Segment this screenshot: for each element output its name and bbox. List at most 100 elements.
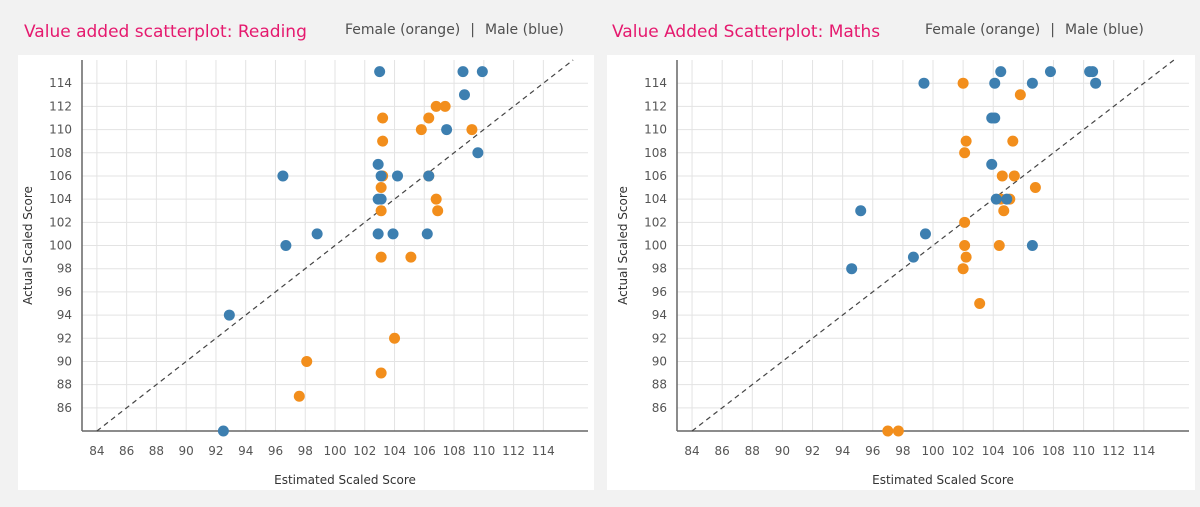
reading-x-tick-label: 100 bbox=[324, 444, 347, 458]
maths-point-female bbox=[998, 205, 1010, 217]
maths-legend-male: Male (blue) bbox=[1065, 22, 1144, 38]
maths-y-tick-label: 88 bbox=[652, 378, 667, 392]
reading-point-female bbox=[377, 112, 389, 124]
reading-x-tick-label: 94 bbox=[238, 444, 253, 458]
maths-point-male bbox=[919, 228, 931, 240]
reading-y-tick-label: 92 bbox=[57, 331, 72, 345]
reading-point-male bbox=[421, 228, 433, 240]
reading-y-tick-label: 104 bbox=[49, 192, 72, 206]
maths-x-axis-label: Estimated Scaled Score bbox=[872, 473, 1014, 487]
reading-x-tick-label: 102 bbox=[353, 444, 376, 458]
reading-point-female bbox=[415, 124, 427, 136]
reading-point-female bbox=[389, 332, 401, 344]
reading-point-male bbox=[387, 228, 399, 240]
reading-point-female bbox=[375, 182, 387, 194]
reading-series-male bbox=[217, 66, 488, 437]
maths-y-tick-label: 110 bbox=[644, 123, 667, 137]
maths-y-tick-label: 90 bbox=[652, 354, 667, 368]
maths-x-tick-label: 88 bbox=[745, 444, 760, 458]
maths-x-tick-label: 108 bbox=[1042, 444, 1065, 458]
reading-point-male bbox=[458, 89, 470, 101]
reading-point-male bbox=[375, 193, 387, 205]
reading-y-tick-label: 94 bbox=[57, 308, 72, 322]
reading-y-tick-label: 110 bbox=[49, 123, 72, 137]
maths-x-tick-label: 102 bbox=[952, 444, 975, 458]
maths-point-female bbox=[1008, 170, 1020, 182]
reading-x-tick-label: 104 bbox=[383, 444, 406, 458]
reading-y-tick-label: 96 bbox=[57, 285, 72, 299]
reading-y-tick-label: 102 bbox=[49, 215, 72, 229]
reading-x-axis-label: Estimated Scaled Score bbox=[274, 473, 416, 487]
reading-y-tick-label: 112 bbox=[49, 99, 72, 113]
maths-reference-line bbox=[691, 59, 1175, 432]
reading-y-axis-label: Actual Scaled Score bbox=[21, 186, 35, 305]
reading-legend-sep: | bbox=[470, 22, 475, 38]
maths-point-male bbox=[907, 251, 919, 263]
maths-x-tick-label: 90 bbox=[775, 444, 790, 458]
reading-point-female bbox=[423, 112, 435, 124]
maths-point-female bbox=[974, 297, 986, 309]
maths-point-male bbox=[846, 263, 858, 275]
reading-point-male bbox=[472, 147, 484, 159]
maths-legend-female: Female (orange) bbox=[925, 22, 1041, 38]
reading-point-female bbox=[375, 205, 387, 217]
maths-x-tick-label: 96 bbox=[865, 444, 880, 458]
maths-point-male bbox=[1087, 66, 1099, 78]
reading-y-tick-label: 114 bbox=[49, 76, 72, 90]
reading-point-male bbox=[392, 170, 404, 182]
reading-point-male bbox=[223, 309, 235, 321]
maths-plot-area: 84 86 88 90 92 94 96 98 100 102 104 106 108 110 112 114… bbox=[607, 55, 1195, 490]
reading-x-tick-label: 98 bbox=[298, 444, 313, 458]
maths-point-female bbox=[957, 77, 969, 89]
reading-point-male bbox=[372, 228, 384, 240]
maths-x-tick-label: 100 bbox=[922, 444, 945, 458]
reading-chart-title: Value added scatterplot: Reading bbox=[24, 22, 307, 42]
maths-title-wrap: Value Added Scatterplot: Maths bbox=[612, 18, 880, 46]
maths-x-tick-label: 104 bbox=[982, 444, 1005, 458]
maths-y-axis-label: Actual Scaled Score bbox=[616, 186, 630, 305]
reading-x-tick-label: 96 bbox=[268, 444, 283, 458]
maths-chart-title: Value Added Scatterplot: Maths bbox=[612, 22, 881, 42]
reading-point-female bbox=[375, 251, 387, 263]
reading-legend-female: Female (orange) bbox=[345, 22, 461, 38]
reading-point-female bbox=[405, 251, 417, 263]
reading-point-female bbox=[293, 390, 305, 402]
maths-y-tick-label: 104 bbox=[644, 192, 667, 206]
maths-x-tick-label: 84 bbox=[684, 444, 699, 458]
reading-legend-male: Male (blue) bbox=[485, 22, 564, 38]
reading-title-wrap: Value added scatterplot: Reading bbox=[24, 18, 307, 46]
maths-point-female bbox=[996, 170, 1008, 182]
maths-point-male bbox=[995, 66, 1007, 78]
maths-point-male bbox=[1026, 240, 1038, 251]
reading-point-male bbox=[277, 170, 289, 182]
reading-x-tick-label: 114 bbox=[532, 444, 555, 458]
maths-point-male bbox=[989, 77, 1001, 89]
reading-y-tick-label: 90 bbox=[57, 354, 72, 368]
maths-point-male bbox=[855, 205, 867, 217]
maths-x-tick-label: 92 bbox=[805, 444, 820, 458]
reading-x-tick-label: 88 bbox=[149, 444, 164, 458]
reading-y-tick-label: 100 bbox=[49, 239, 72, 253]
reading-chart-panel: Value added scatterplot: Reading Female … bbox=[18, 18, 594, 490]
maths-point-male bbox=[918, 77, 930, 89]
maths-scatter-svg: 84 86 88 90 92 94 96 98 100 102 104 106 108 110 112 114… bbox=[616, 59, 1189, 487]
reading-point-female bbox=[377, 135, 389, 147]
reading-point-female bbox=[432, 205, 444, 217]
maths-point-female bbox=[959, 147, 971, 159]
reading-series-female bbox=[293, 100, 478, 402]
reading-point-female bbox=[439, 100, 451, 112]
reading-plot-area: 84 86 88 90 92 94 96 98 100 102 104 106 108 110 112 114… bbox=[18, 55, 594, 490]
reading-x-tick-label: 90 bbox=[179, 444, 194, 458]
reading-x-tick-label: 86 bbox=[119, 444, 134, 458]
maths-point-male bbox=[1090, 77, 1102, 89]
reading-point-male bbox=[476, 66, 488, 78]
reading-x-tick-label: 108 bbox=[443, 444, 466, 458]
maths-y-tick-label: 100 bbox=[644, 239, 667, 253]
reading-point-male bbox=[372, 158, 384, 170]
reading-scatter-svg: 84 86 88 90 92 94 96 98 100 102 104 106 108 110 112 114… bbox=[21, 59, 588, 487]
maths-point-male bbox=[1001, 193, 1013, 205]
reading-y-tick-label: 98 bbox=[57, 262, 72, 276]
maths-y-tick-label: 114 bbox=[644, 76, 667, 90]
reading-x-tick-label: 106 bbox=[413, 444, 436, 458]
maths-y-tick-label: 92 bbox=[652, 331, 667, 345]
